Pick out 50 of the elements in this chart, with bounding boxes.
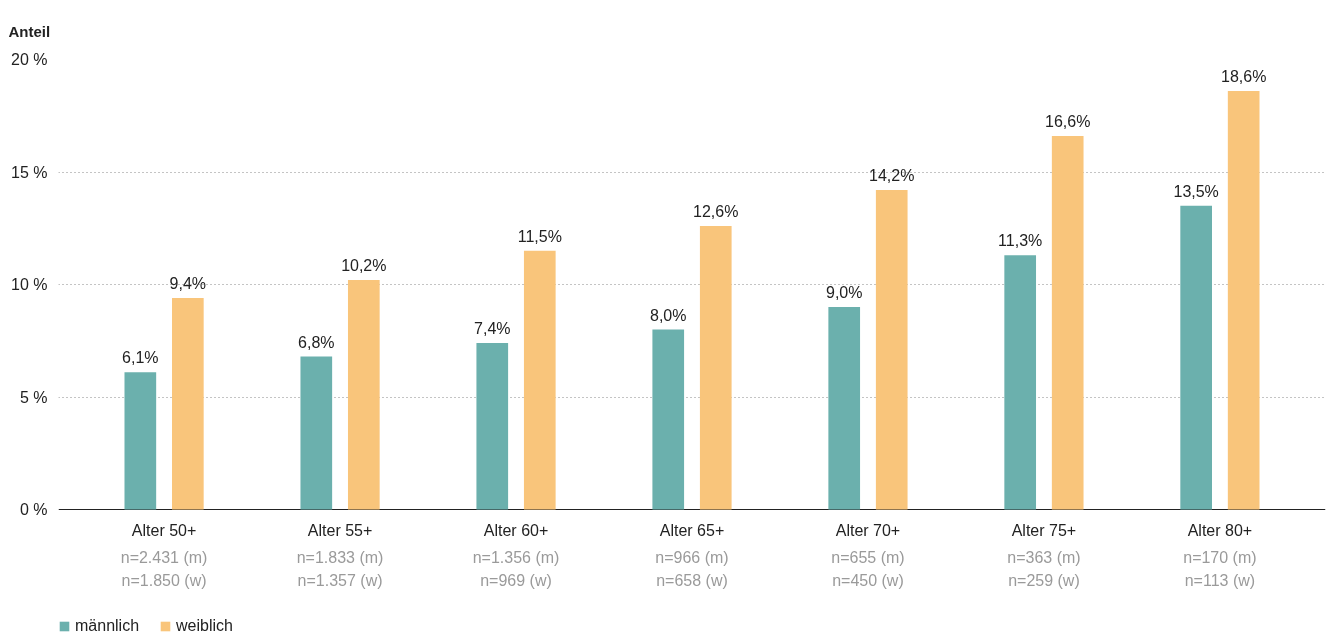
bar (1227, 91, 1260, 510)
text: n=170 (m) n=113 (w) (1183, 548, 1257, 589)
data-label: 16,6% (1045, 113, 1091, 130)
data-label: 7,4% (474, 320, 511, 337)
text: n=1.833 (m) n=1.357 (w) (296, 548, 384, 589)
data-label: 6,1% (122, 349, 159, 367)
x-tick-label: Alter 75+ (1011, 522, 1077, 540)
bar (652, 329, 685, 510)
y-tick-label: 20 % (11, 51, 48, 68)
bar (699, 226, 732, 510)
data-label: 10,2% (341, 257, 387, 274)
bar (1180, 205, 1212, 510)
bar (172, 298, 204, 510)
legend-label: weiblich (176, 617, 233, 635)
x-tick-label: Alter 60+ (483, 522, 549, 540)
legend-label: männlich (75, 617, 140, 635)
data-label: 8,0% (650, 306, 687, 324)
bar (523, 250, 556, 510)
bar (1051, 136, 1084, 510)
bar (476, 343, 509, 510)
data-label: 9,0% (825, 284, 863, 301)
bar (124, 372, 157, 510)
bar (1004, 255, 1037, 510)
data-label: 13,5% (1173, 182, 1219, 200)
data-label: 9,4% (169, 275, 207, 292)
text: n=1.356 (m) n=969 (w) (472, 548, 560, 589)
bar (875, 190, 908, 510)
x-tick-label: Alter 55+ (307, 522, 373, 540)
x-tick-label: Alter 65+ (659, 522, 725, 540)
text: n=2.431 (m) n=1.850 (w) (120, 548, 208, 589)
data-label: 18,6% (1220, 68, 1267, 85)
bar (300, 356, 333, 510)
y-tick-label: 0 % (19, 501, 48, 518)
bar (347, 280, 380, 510)
x-tick-label: Alter 80+ (1187, 522, 1253, 540)
data-label: 14,2% (869, 167, 915, 184)
text: n=966 (m) n=658 (w) (655, 548, 729, 589)
data-label: 6,8% (298, 333, 335, 351)
text: n=363 (m) n=259 (w) (1007, 548, 1081, 589)
text: n=655 (m) n=450 (w) (831, 548, 905, 589)
y-tick-label: 5 % (19, 388, 48, 406)
data-label: 11,5% (517, 227, 562, 245)
bar (828, 307, 861, 510)
y-axis-title: Anteil (8, 22, 51, 40)
data-label: 12,6% (693, 203, 739, 220)
x-tick-label: Alter 50+ (131, 522, 197, 540)
y-tick-label: 10 % (11, 276, 48, 293)
y-tick-label: 15 % (11, 163, 48, 181)
x-tick-label: Alter 70+ (835, 522, 901, 540)
data-label: 11,3% (998, 232, 1043, 250)
